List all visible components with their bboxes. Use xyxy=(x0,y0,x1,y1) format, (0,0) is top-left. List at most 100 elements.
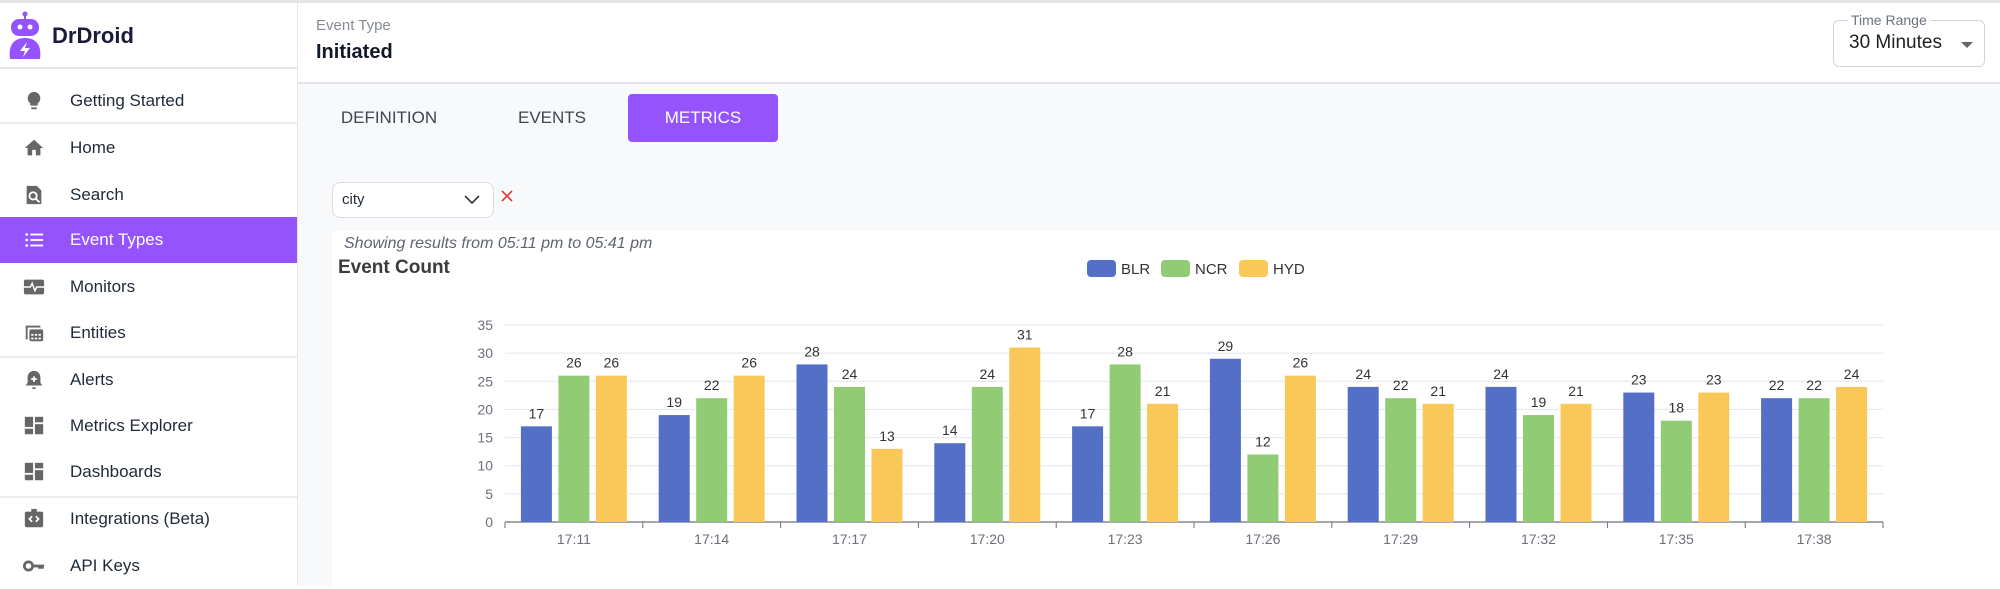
sidebar-item-monitors[interactable]: Monitors xyxy=(0,264,297,310)
bar-hyd xyxy=(1560,403,1592,522)
group-by-value: city xyxy=(342,191,365,208)
data-label: 23 xyxy=(1631,372,1647,388)
code-box-icon xyxy=(24,508,44,528)
x-tick-label: 17:29 xyxy=(1383,531,1418,547)
page-title: Initiated xyxy=(316,41,393,63)
logo[interactable]: DrDroid xyxy=(0,3,297,69)
data-label: 12 xyxy=(1255,433,1271,449)
data-label: 13 xyxy=(879,428,895,444)
bar-hyd xyxy=(1284,375,1316,522)
sidebar-item-api-keys[interactable]: API Keys xyxy=(0,543,297,589)
clear-filter-icon[interactable] xyxy=(500,189,514,203)
chart-title: Event Count xyxy=(338,257,450,278)
bar-blr xyxy=(1761,398,1793,522)
data-label: 22 xyxy=(1806,377,1822,393)
page-header: Event Type Initiated Time Range 30 Minut… xyxy=(298,3,2000,84)
chevron-down-icon xyxy=(464,195,480,205)
sidebar-item-label: Dashboards xyxy=(70,462,162,481)
robot-logo-icon xyxy=(9,11,41,59)
caret-down-icon xyxy=(1961,42,1973,48)
event-type-label: Event Type xyxy=(316,17,391,34)
x-tick-label: 17:23 xyxy=(1108,531,1143,547)
data-label: 19 xyxy=(666,394,682,410)
bar-blr xyxy=(1209,358,1241,522)
bar-hyd xyxy=(1698,392,1730,522)
bar-ncr xyxy=(1660,420,1692,522)
bar-ncr xyxy=(1109,364,1141,522)
data-label: 22 xyxy=(1393,377,1409,393)
x-tick-label: 17:11 xyxy=(557,531,591,547)
data-label: 29 xyxy=(1218,338,1234,354)
data-label: 14 xyxy=(942,422,958,438)
sidebar-item-dashboards[interactable]: Dashboards xyxy=(0,449,297,495)
home-icon xyxy=(24,139,44,156)
bar-ncr xyxy=(558,375,590,522)
search-document-icon xyxy=(26,185,42,205)
sidebar-item-search[interactable]: Search xyxy=(0,172,297,218)
time-range-value: 30 Minutes xyxy=(1849,32,1942,53)
brand-name: DrDroid xyxy=(52,23,134,48)
time-range-label: Time Range xyxy=(1848,12,1930,28)
x-tick-label: 17:17 xyxy=(832,531,867,547)
data-label: 26 xyxy=(604,355,620,371)
x-tick-label: 17:38 xyxy=(1797,531,1832,547)
bar-hyd xyxy=(1147,403,1179,522)
bar-hyd xyxy=(871,448,903,522)
y-tick-label: 15 xyxy=(477,430,493,446)
legend-label-ncr: NCR xyxy=(1195,261,1228,278)
y-tick-label: 10 xyxy=(477,458,493,474)
bar-blr xyxy=(520,426,552,522)
data-label: 21 xyxy=(1430,383,1446,399)
data-label: 31 xyxy=(1017,327,1033,343)
tab-definition[interactable]: DEFINITION xyxy=(340,108,438,127)
sidebar-item-event-types[interactable]: Event Types xyxy=(0,217,297,263)
list-icon xyxy=(25,233,44,247)
bar-blr xyxy=(1623,392,1655,522)
data-label: 18 xyxy=(1669,400,1685,416)
sidebar-divider xyxy=(0,356,297,358)
top-border xyxy=(0,0,2000,3)
data-label: 17 xyxy=(1080,405,1096,421)
sidebar-item-entities[interactable]: Entities xyxy=(0,310,297,356)
sidebar-item-label: API Keys xyxy=(70,556,140,575)
y-tick-label: 25 xyxy=(477,373,493,389)
data-label: 21 xyxy=(1155,383,1171,399)
data-label: 26 xyxy=(741,355,757,371)
x-tick-label: 17:26 xyxy=(1245,531,1280,547)
bar-blr xyxy=(658,415,690,522)
bar-ncr xyxy=(1798,398,1830,522)
legend-swatch-hyd xyxy=(1239,260,1268,277)
group-by-select[interactable]: city xyxy=(332,182,494,218)
data-label: 19 xyxy=(1531,394,1547,410)
data-label: 22 xyxy=(704,377,720,393)
sidebar-item-label: Alerts xyxy=(70,370,114,389)
sidebar-item-metrics-explorer[interactable]: Metrics Explorer xyxy=(0,403,297,449)
sidebar-item-label: Entities xyxy=(70,323,126,342)
bar-blr xyxy=(1485,386,1517,522)
x-tick-label: 17:35 xyxy=(1659,531,1694,547)
data-label: 24 xyxy=(842,366,858,382)
data-label: 28 xyxy=(804,343,820,359)
sidebar-item-home[interactable]: Home xyxy=(0,125,297,171)
bar-blr xyxy=(1072,426,1104,522)
sidebar-item-alerts[interactable]: Alerts xyxy=(0,357,297,403)
sidebar-item-label: Search xyxy=(70,185,124,204)
data-label: 28 xyxy=(1117,343,1133,359)
data-label: 22 xyxy=(1769,377,1785,393)
legend-swatch-blr xyxy=(1087,260,1116,277)
y-tick-label: 30 xyxy=(477,345,493,361)
bar-hyd xyxy=(1836,386,1868,522)
legend-label-blr: BLR xyxy=(1121,261,1150,278)
sidebar-item-label: Metrics Explorer xyxy=(70,416,193,435)
data-label: 26 xyxy=(1293,355,1309,371)
data-label: 23 xyxy=(1706,372,1722,388)
dashboard-grid-icon xyxy=(24,416,44,435)
sidebar-item-integrations-beta[interactable]: Integrations (Beta) xyxy=(0,496,297,542)
bell-plus-icon xyxy=(25,370,43,390)
tab-events[interactable]: EVENTS xyxy=(517,108,587,127)
bar-blr xyxy=(1347,386,1379,522)
time-range-select[interactable]: Time Range 30 Minutes xyxy=(1833,12,1985,67)
sidebar-item-getting-started[interactable]: Getting Started xyxy=(0,78,297,124)
tab-metrics[interactable]: METRICS xyxy=(628,94,778,142)
y-tick-label: 35 xyxy=(477,317,493,333)
